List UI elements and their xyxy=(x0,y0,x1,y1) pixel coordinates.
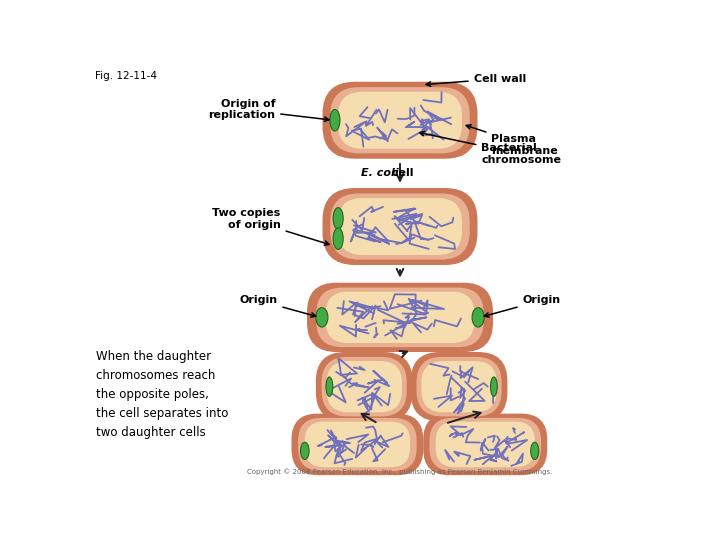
FancyBboxPatch shape xyxy=(410,352,508,421)
Text: Bacterial
chromosome: Bacterial chromosome xyxy=(420,131,562,165)
FancyBboxPatch shape xyxy=(338,92,462,148)
FancyBboxPatch shape xyxy=(338,198,462,255)
FancyBboxPatch shape xyxy=(416,357,502,416)
FancyBboxPatch shape xyxy=(298,418,417,471)
FancyBboxPatch shape xyxy=(429,418,541,471)
FancyBboxPatch shape xyxy=(323,82,477,159)
FancyBboxPatch shape xyxy=(330,87,469,153)
FancyBboxPatch shape xyxy=(330,193,469,260)
Ellipse shape xyxy=(490,377,498,396)
Text: Two copies
of origin: Two copies of origin xyxy=(212,208,329,245)
FancyBboxPatch shape xyxy=(316,352,413,421)
Ellipse shape xyxy=(330,110,340,131)
FancyBboxPatch shape xyxy=(421,361,497,413)
FancyBboxPatch shape xyxy=(322,357,407,416)
Text: When the daughter
chromosomes reach
the opposite poles,
the cell separates into
: When the daughter chromosomes reach the … xyxy=(96,350,228,438)
Text: cell: cell xyxy=(387,168,413,178)
Text: Cell wall: Cell wall xyxy=(426,73,526,86)
FancyBboxPatch shape xyxy=(307,283,493,352)
FancyBboxPatch shape xyxy=(326,361,402,413)
Text: E. coli: E. coli xyxy=(361,168,399,178)
Ellipse shape xyxy=(531,442,539,460)
Text: Origin: Origin xyxy=(239,295,315,317)
Text: Copyright © 2008 Pearson Education, Inc., publishing as Pearson Benjamin Cumming: Copyright © 2008 Pearson Education, Inc.… xyxy=(247,469,553,475)
Ellipse shape xyxy=(333,208,343,229)
FancyBboxPatch shape xyxy=(292,414,423,475)
Ellipse shape xyxy=(333,228,343,249)
FancyBboxPatch shape xyxy=(325,292,474,343)
Text: Fig. 12-11-4: Fig. 12-11-4 xyxy=(94,71,157,81)
FancyBboxPatch shape xyxy=(423,414,547,475)
FancyBboxPatch shape xyxy=(436,422,535,467)
Text: Plasma
membrane: Plasma membrane xyxy=(467,125,558,156)
Text: Origin of
replication: Origin of replication xyxy=(208,99,329,122)
Ellipse shape xyxy=(316,308,328,327)
Ellipse shape xyxy=(300,442,309,460)
Text: Origin: Origin xyxy=(485,295,561,317)
FancyBboxPatch shape xyxy=(316,288,484,347)
Ellipse shape xyxy=(326,377,333,396)
FancyBboxPatch shape xyxy=(305,422,410,467)
FancyBboxPatch shape xyxy=(323,188,477,265)
Ellipse shape xyxy=(472,308,484,327)
